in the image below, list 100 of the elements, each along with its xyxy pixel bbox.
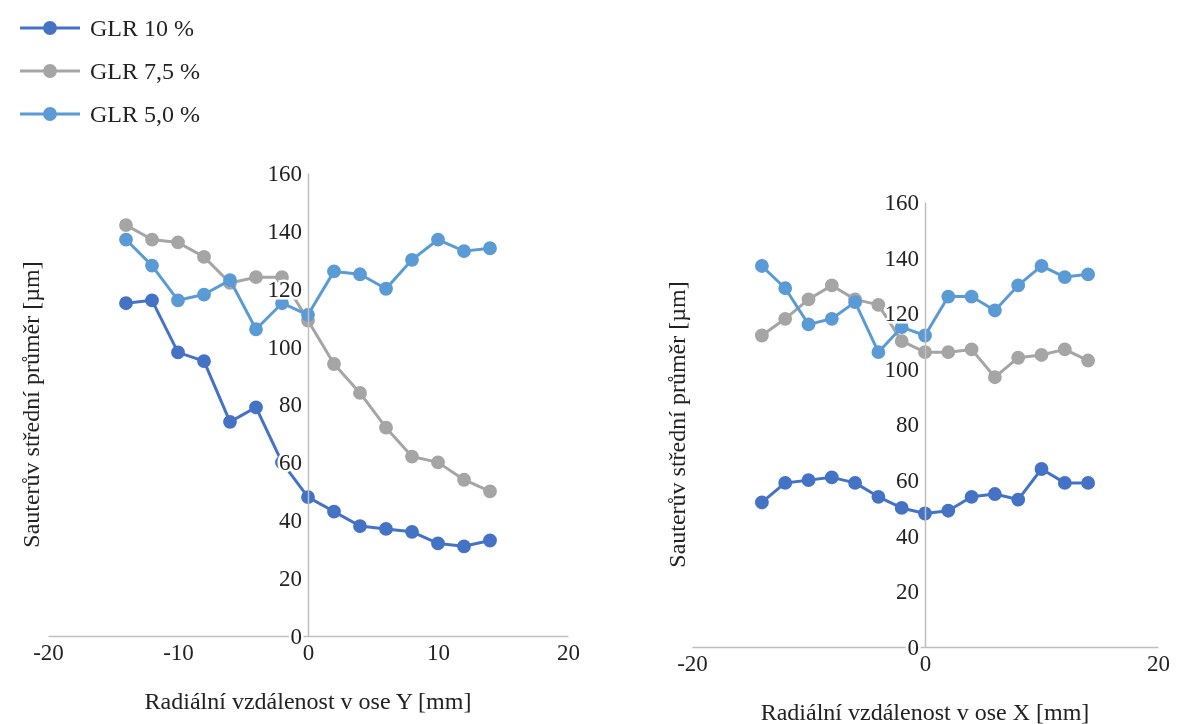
legend-label: GLR 7,5 % [90,58,200,85]
point [801,473,816,488]
point [483,533,497,548]
point [171,345,185,360]
point [871,345,886,360]
point [941,503,956,518]
x-tick-label: 20 [1147,651,1170,677]
point [431,455,445,470]
point [1034,462,1049,476]
x-axis-title: Radiální vzdálenost v ose X [mm] [760,699,1090,724]
point [301,490,315,504]
y-tick-label: 80 [279,392,302,418]
point [1057,476,1072,490]
legend-label: GLR 10 % [90,15,194,42]
point [941,345,956,360]
point [894,501,909,515]
point [353,267,367,282]
point [778,476,793,490]
point [1034,348,1049,362]
point [1057,342,1072,357]
point [964,289,979,304]
y-axis-title: Sauterův střední průměr [µm] [17,261,44,548]
point [379,522,393,536]
point [145,293,159,308]
point [754,495,769,510]
point [405,524,419,539]
x-tick-label: -20 [677,651,708,677]
point [145,232,159,247]
point [249,322,263,337]
point [197,354,211,368]
point [379,281,393,296]
y-tick-label: 140 [884,245,919,271]
point [327,504,341,519]
point [801,292,816,307]
point [754,259,769,273]
point [457,472,471,487]
point [145,258,159,273]
y-tick-label: 80 [896,412,919,438]
y-tick-label: 160 [267,160,302,186]
point [778,311,793,326]
y-tick-label: 60 [896,467,919,493]
y-tick-label: 40 [279,508,302,534]
point [197,250,211,264]
point [171,235,185,250]
x-axis-title: Radiální vzdálenost v ose Y [mm] [144,688,472,714]
point [223,414,237,429]
point [894,334,909,348]
point [918,506,932,521]
y-tick-label: 120 [267,276,302,302]
point [119,296,133,311]
point [1011,278,1026,293]
point [824,311,839,326]
point [1034,259,1049,273]
point [987,487,1002,501]
y-tick-label: 140 [267,218,302,244]
point [405,449,419,464]
point [1057,270,1072,284]
y-tick-label: 20 [896,579,919,605]
x-tick-label: 20 [557,640,580,666]
y-tick-label: 0 [290,623,302,649]
point [457,539,471,554]
legend-label: GLR 5,0 % [90,101,200,128]
point [1081,267,1096,282]
point [431,536,445,551]
point [405,252,419,267]
y-tick-label: 100 [884,356,919,382]
point [778,281,793,296]
point [171,293,185,308]
point [119,218,133,232]
point [1081,476,1096,490]
point [1011,350,1026,365]
point [987,303,1002,318]
point [987,370,1002,385]
point [249,270,263,285]
y-tick-label: 20 [279,565,302,591]
point [824,470,839,485]
point [353,519,367,533]
point [483,241,497,256]
y-tick-label: 100 [267,334,302,360]
point [327,357,341,371]
x-tick-label: -20 [33,640,64,666]
point [431,232,445,247]
point [871,489,886,504]
point [964,342,979,357]
point [327,264,341,279]
y-tick-label: 40 [896,523,919,549]
y-tick-label: 120 [884,301,919,327]
point [871,298,886,312]
y-tick-label: 160 [884,189,919,215]
point [848,476,863,490]
point [483,484,497,499]
point [918,328,932,343]
point [801,317,816,332]
point [1081,353,1096,368]
point [353,386,367,400]
point [197,287,211,302]
point [457,244,471,259]
point [379,420,393,435]
point [119,232,133,247]
point [941,289,956,304]
